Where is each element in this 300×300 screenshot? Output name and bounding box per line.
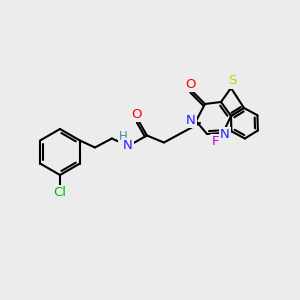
Text: Cl: Cl	[53, 187, 67, 200]
Text: N: N	[123, 139, 133, 152]
Text: O: O	[132, 108, 142, 121]
Text: S: S	[228, 74, 236, 88]
Text: H: H	[118, 130, 127, 143]
Text: O: O	[185, 77, 195, 91]
Text: N: N	[186, 113, 196, 127]
Text: F: F	[212, 135, 219, 148]
Text: N: N	[220, 128, 230, 142]
